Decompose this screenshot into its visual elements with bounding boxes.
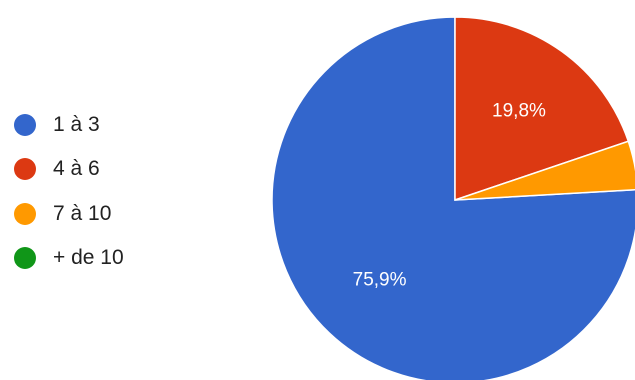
legend-label-plus-de-10: + de 10 [53, 245, 124, 269]
legend: 1 à 3 4 à 6 7 à 10 + de 10 [14, 114, 124, 291]
legend-label-7-a-10: 7 à 10 [53, 201, 112, 225]
legend-item-plus-de-10[interactable]: + de 10 [14, 245, 124, 269]
legend-label-1-a-3: 1 à 3 [53, 113, 100, 136]
legend-swatch-plus-de-10 [14, 246, 36, 269]
pie-label-4-a-6: 19,8% [492, 100, 546, 121]
pie-slice-1-a-3[interactable] [271, 16, 635, 380]
legend-label-4-a-6: 4 à 6 [53, 157, 100, 181]
legend-swatch-4-a-6 [14, 158, 36, 181]
legend-item-7-a-10[interactable]: 7 à 10 [14, 201, 124, 225]
legend-swatch-1-a-3 [14, 114, 36, 136]
pie-label-1-a-3: 75,9% [353, 269, 407, 290]
legend-item-4-a-6[interactable]: 4 à 6 [14, 157, 124, 181]
legend-item-1-a-3[interactable]: 1 à 3 [14, 114, 124, 136]
pie-slice-4-a-6[interactable] [454, 16, 630, 202]
legend-swatch-7-a-10 [14, 202, 36, 225]
